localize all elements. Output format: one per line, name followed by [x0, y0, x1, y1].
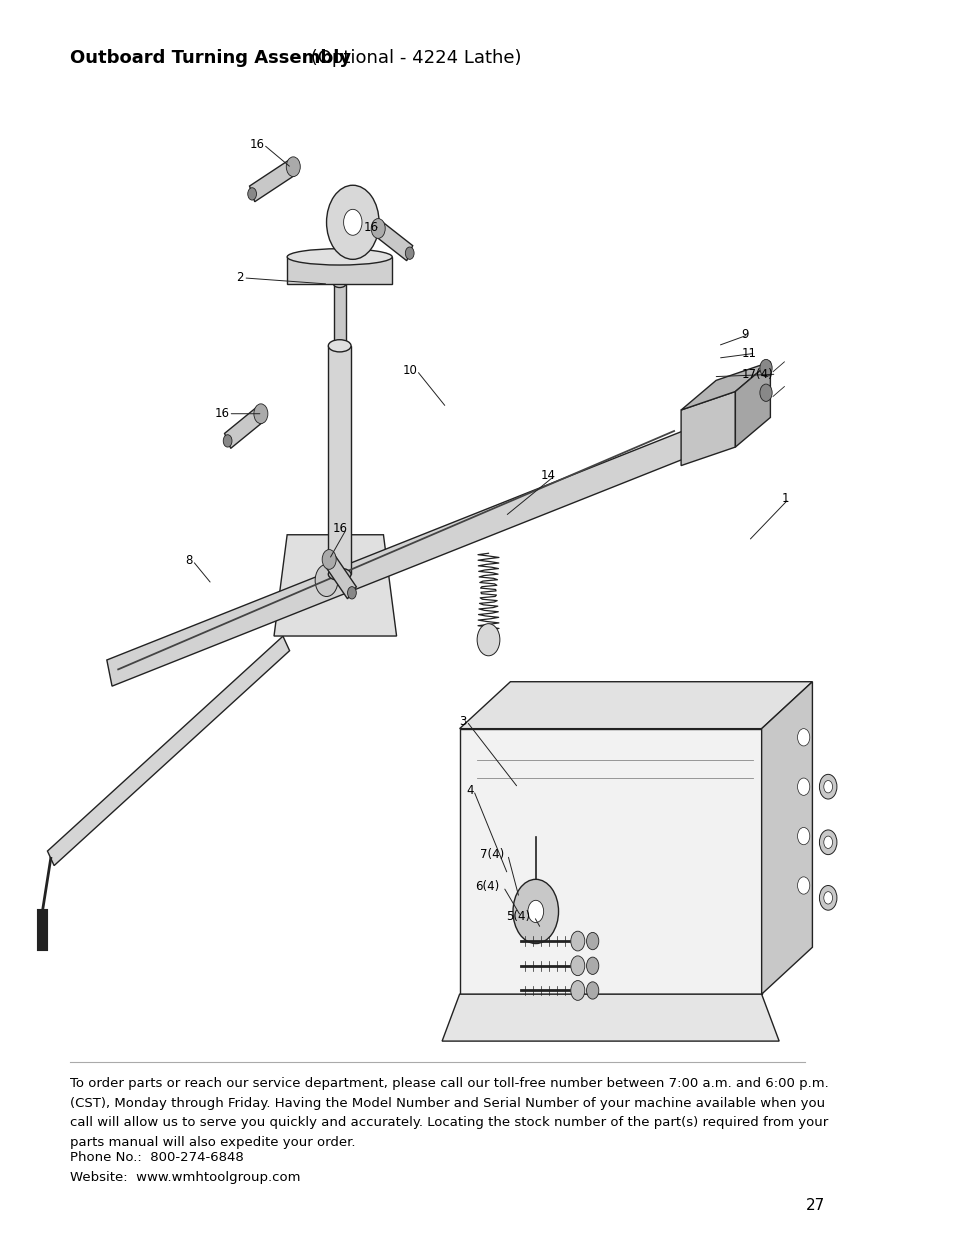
Text: 16: 16	[250, 138, 264, 151]
Text: 14: 14	[540, 469, 556, 482]
Circle shape	[586, 957, 598, 974]
Circle shape	[797, 827, 809, 845]
Text: Phone No.:  800-274-6848: Phone No.: 800-274-6848	[70, 1151, 244, 1165]
Polygon shape	[107, 421, 711, 687]
Text: call will allow us to serve you quickly and accurately. Locating the stock numbe: call will allow us to serve you quickly …	[70, 1116, 827, 1130]
Polygon shape	[441, 994, 779, 1041]
Circle shape	[819, 885, 836, 910]
Circle shape	[760, 359, 771, 377]
Circle shape	[570, 931, 584, 951]
Circle shape	[371, 219, 385, 238]
Circle shape	[570, 956, 584, 976]
Circle shape	[322, 550, 335, 569]
Polygon shape	[375, 221, 413, 261]
Circle shape	[314, 564, 337, 597]
Circle shape	[326, 185, 378, 259]
Polygon shape	[459, 729, 760, 994]
Polygon shape	[735, 362, 770, 447]
Text: 8: 8	[186, 555, 193, 567]
Circle shape	[760, 384, 771, 401]
Polygon shape	[328, 346, 351, 574]
Text: parts manual will also expedite your order.: parts manual will also expedite your ord…	[70, 1136, 355, 1150]
Polygon shape	[48, 636, 290, 866]
Circle shape	[253, 404, 268, 424]
Circle shape	[586, 932, 598, 950]
Polygon shape	[250, 159, 295, 201]
Ellipse shape	[334, 280, 345, 288]
Circle shape	[347, 587, 355, 599]
Text: (CST), Monday through Friday. Having the Model Number and Serial Number of your : (CST), Monday through Friday. Having the…	[70, 1097, 824, 1110]
Circle shape	[343, 209, 361, 235]
Polygon shape	[680, 391, 735, 466]
Circle shape	[513, 879, 558, 944]
Circle shape	[476, 624, 499, 656]
Polygon shape	[459, 682, 812, 729]
Text: 11: 11	[740, 347, 756, 359]
Text: 4: 4	[466, 784, 474, 797]
Circle shape	[586, 982, 598, 999]
Text: 7(4): 7(4)	[479, 848, 503, 861]
Circle shape	[248, 188, 256, 200]
Circle shape	[223, 435, 232, 447]
Polygon shape	[760, 682, 812, 994]
Text: 16: 16	[333, 522, 347, 535]
Circle shape	[797, 778, 809, 795]
Circle shape	[819, 774, 836, 799]
Circle shape	[405, 247, 414, 259]
Circle shape	[570, 981, 584, 1000]
Text: 2: 2	[236, 272, 244, 284]
Text: 27: 27	[804, 1198, 823, 1213]
Circle shape	[527, 900, 543, 923]
Polygon shape	[274, 535, 396, 636]
Polygon shape	[324, 553, 356, 599]
Text: 16: 16	[214, 408, 230, 420]
Text: Outboard Turning Assembly: Outboard Turning Assembly	[70, 49, 351, 68]
Text: (Optional - 4224 Lathe): (Optional - 4224 Lathe)	[304, 49, 520, 68]
Circle shape	[823, 836, 832, 848]
Circle shape	[819, 830, 836, 855]
Text: 1: 1	[781, 493, 788, 505]
Text: 6(4): 6(4)	[475, 881, 499, 893]
Text: 3: 3	[459, 715, 467, 727]
Text: Website:  www.wmhtoolgroup.com: Website: www.wmhtoolgroup.com	[70, 1171, 300, 1184]
Text: 16: 16	[363, 221, 378, 233]
Circle shape	[797, 877, 809, 894]
Ellipse shape	[328, 340, 351, 352]
Ellipse shape	[287, 248, 392, 266]
Text: 17(4): 17(4)	[740, 368, 773, 380]
Circle shape	[823, 781, 832, 793]
Text: To order parts or reach our service department, please call our toll-free number: To order parts or reach our service depa…	[70, 1077, 828, 1091]
Circle shape	[286, 157, 300, 177]
Polygon shape	[680, 362, 770, 410]
Circle shape	[823, 892, 832, 904]
Text: 9: 9	[740, 329, 748, 341]
Polygon shape	[224, 406, 264, 448]
Polygon shape	[334, 284, 345, 346]
Polygon shape	[287, 257, 392, 284]
Ellipse shape	[328, 568, 351, 580]
Text: 5(4): 5(4)	[505, 910, 530, 923]
Text: 10: 10	[402, 364, 417, 377]
Circle shape	[797, 729, 809, 746]
